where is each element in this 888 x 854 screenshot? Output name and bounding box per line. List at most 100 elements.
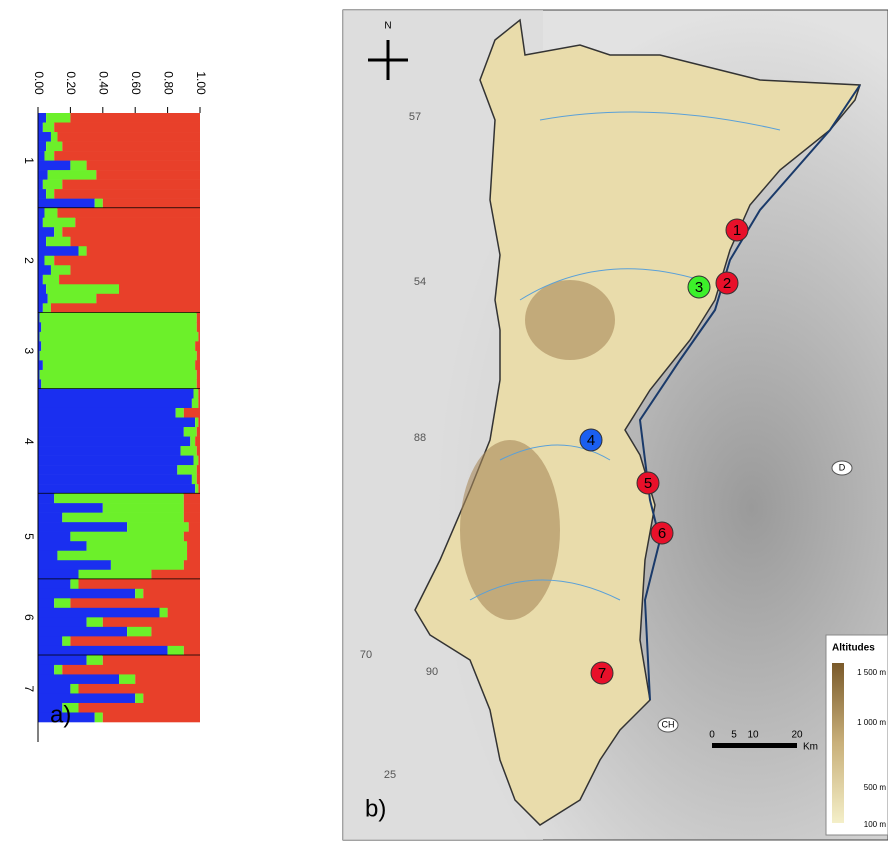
ancestry-bar xyxy=(38,151,44,161)
ancestry-bar xyxy=(38,237,46,247)
ancestry-bar xyxy=(192,398,198,408)
country-label: CH xyxy=(662,719,675,729)
relief-vosges-south xyxy=(460,440,560,620)
ancestry-bar xyxy=(46,237,70,247)
ancestry-bar xyxy=(198,398,200,408)
ancestry-bar xyxy=(198,389,200,399)
site-label: 4 xyxy=(587,432,595,449)
ancestry-bar xyxy=(79,246,87,256)
ancestry-bar xyxy=(38,389,194,399)
ancestry-bar xyxy=(38,427,184,437)
relief-vosges-north xyxy=(525,280,615,360)
ancestry-bar xyxy=(177,465,196,475)
ancestry-bar xyxy=(62,513,184,523)
ancestry-bar xyxy=(187,551,200,561)
ancestry-bar xyxy=(135,589,143,599)
ancestry-bar xyxy=(38,522,127,532)
ancestry-bar xyxy=(54,598,70,608)
ancestry-bar xyxy=(38,246,79,256)
ancestry-bar xyxy=(143,693,200,703)
ancestry-bar xyxy=(111,560,184,570)
group-label: 6 xyxy=(22,614,36,621)
ancestry-bar xyxy=(103,199,200,209)
ancestry-bar xyxy=(70,237,200,247)
ancestry-bar xyxy=(40,313,197,323)
ancestry-bar xyxy=(51,265,70,275)
group-label: 4 xyxy=(22,438,36,445)
ancestry-bar xyxy=(38,398,192,408)
ancestry-bar xyxy=(87,655,103,665)
ancestry-bar xyxy=(38,655,87,665)
ancestry-bar xyxy=(43,218,75,228)
ancestry-bar xyxy=(38,284,46,294)
region-label: 25 xyxy=(384,769,396,781)
ancestry-bar xyxy=(197,446,200,456)
ancestry-bar xyxy=(62,665,200,675)
ancestry-bar xyxy=(70,684,78,694)
region-label: 88 xyxy=(414,432,426,444)
ancestry-bar xyxy=(119,674,135,684)
ancestry-bar xyxy=(38,208,44,218)
ancestry-bar xyxy=(38,551,57,561)
ancestry-bar xyxy=(75,218,200,228)
ancestry-bar xyxy=(38,617,87,627)
ancestry-bar xyxy=(57,208,200,218)
ancestry-bar xyxy=(62,636,70,646)
ancestry-bar xyxy=(195,484,198,494)
ancestry-bar xyxy=(70,265,200,275)
ancestry-bar xyxy=(38,532,70,542)
ancestry-bar xyxy=(127,627,151,637)
ancestry-bar xyxy=(70,636,200,646)
ancestry-bar xyxy=(87,617,103,627)
ancestry-bar xyxy=(194,456,199,466)
ancestry-bar xyxy=(184,427,197,437)
ancestry-bar xyxy=(195,418,198,428)
ancestry-bar xyxy=(38,674,119,684)
ancestry-bar xyxy=(38,218,43,228)
ancestry-bar xyxy=(168,608,200,618)
ancestry-bar xyxy=(103,617,200,627)
ancestry-bar xyxy=(181,446,197,456)
ancestry-bar xyxy=(40,351,197,361)
x-tick-label: 0.00 xyxy=(32,71,46,95)
country-label: D xyxy=(839,462,846,472)
ancestry-bar xyxy=(41,322,197,332)
ancestry-bar xyxy=(38,579,70,589)
ancestry-bar xyxy=(79,703,201,713)
ancestry-bar xyxy=(195,341,200,351)
group-label: 5 xyxy=(22,533,36,540)
ancestry-bar xyxy=(197,427,200,437)
group-label: 3 xyxy=(22,348,36,355)
legend-label: 1 000 m xyxy=(857,718,886,727)
ancestry-bar xyxy=(38,418,195,428)
ancestry-bar xyxy=(38,494,54,504)
ancestry-bar xyxy=(198,332,200,342)
ancestry-bar xyxy=(79,579,201,589)
ancestry-bar xyxy=(195,437,200,447)
legend-ramp xyxy=(832,663,844,823)
ancestry-bar xyxy=(184,503,200,513)
ancestry-bar xyxy=(70,532,183,542)
ancestry-bar xyxy=(38,608,160,618)
ancestry-bar xyxy=(38,646,168,656)
ancestry-bar xyxy=(38,589,135,599)
ancestry-bar xyxy=(54,494,184,504)
ancestry-bar xyxy=(38,265,51,275)
ancestry-bar xyxy=(197,313,200,323)
north-label: N xyxy=(384,21,391,32)
legend-label: 500 m xyxy=(864,783,887,792)
ancestry-bar xyxy=(62,180,200,190)
ancestry-bar xyxy=(151,570,200,580)
ancestry-bar xyxy=(41,341,195,351)
scale-bar xyxy=(712,743,797,748)
ancestry-bar xyxy=(189,522,200,532)
ancestry-bar xyxy=(197,465,200,475)
region-label: 70 xyxy=(360,649,372,661)
ancestry-bar xyxy=(103,503,184,513)
ancestry-bar xyxy=(44,256,54,266)
ancestry-bar xyxy=(38,503,103,513)
ancestry-bar xyxy=(38,275,43,285)
ancestry-bar xyxy=(87,541,187,551)
ancestry-bar xyxy=(38,541,87,551)
ancestry-bar xyxy=(38,560,111,570)
